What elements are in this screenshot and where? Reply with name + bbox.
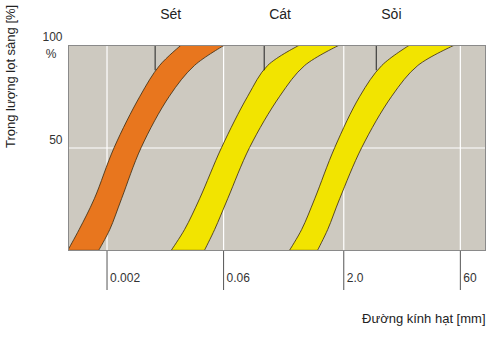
svg-text:Đường kính hạt [mm]: Đường kính hạt [mm]	[362, 311, 485, 326]
svg-text:50: 50	[49, 133, 63, 147]
svg-text:Sỏi: Sỏi	[381, 6, 401, 22]
svg-text:100: 100	[42, 30, 62, 44]
svg-text:60: 60	[463, 271, 477, 285]
svg-text:0.06: 0.06	[227, 271, 251, 285]
svg-text:2.0: 2.0	[347, 271, 364, 285]
svg-text:%: %	[46, 47, 57, 61]
svg-text:Trọng lượng lọt sàng [%]: Trọng lượng lọt sàng [%]	[3, 5, 18, 148]
svg-text:Cát: Cát	[269, 6, 291, 22]
svg-text:Sét: Sét	[160, 6, 181, 22]
svg-text:0.002: 0.002	[110, 271, 140, 285]
